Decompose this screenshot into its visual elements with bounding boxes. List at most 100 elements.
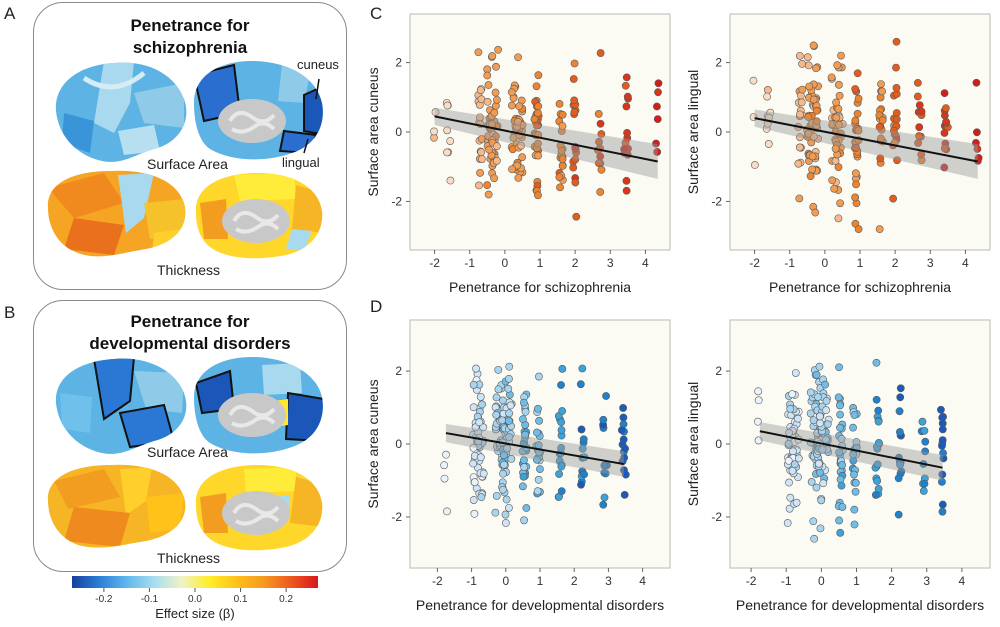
scatter-point xyxy=(599,415,608,424)
regression-line xyxy=(434,115,658,163)
scatter-point xyxy=(918,417,927,426)
scatter-point xyxy=(492,491,501,500)
scatter-point xyxy=(914,139,923,147)
scatter-point xyxy=(555,99,564,108)
scatter-point xyxy=(974,154,983,162)
scatter-point xyxy=(851,169,860,178)
scatter-point xyxy=(833,61,842,70)
brain-lateral-thickness-b xyxy=(47,464,186,548)
scatter-point xyxy=(784,439,793,448)
scatter-point xyxy=(942,117,950,126)
scatter-point xyxy=(812,64,820,73)
brain-medial-surface-a xyxy=(194,61,323,160)
scatter-point xyxy=(940,144,949,153)
scatter-point xyxy=(476,168,484,177)
y-tick-label: -2 xyxy=(391,510,402,524)
scatter-point xyxy=(816,412,824,421)
brain-box-developmental: Penetrance for developmental disorders xyxy=(33,300,347,572)
x-tick-label: -1 xyxy=(781,574,792,588)
scatter-point xyxy=(469,380,478,389)
scatter-point xyxy=(920,479,929,488)
scatter-point xyxy=(938,477,946,486)
scatter-point xyxy=(571,155,580,164)
scatter-point xyxy=(600,493,609,502)
x-tick-label: -2 xyxy=(746,574,757,588)
scatter-point xyxy=(795,194,804,203)
brain-medial-surface-b xyxy=(194,357,323,454)
scatter-point xyxy=(937,405,945,414)
scatter-point xyxy=(557,487,566,495)
scatter-point xyxy=(893,156,901,165)
brain-surfaces-schizophrenia xyxy=(47,61,323,259)
scatter-point xyxy=(443,126,452,135)
scatter-point xyxy=(518,482,527,491)
brain-lateral-thickness-a xyxy=(47,170,186,257)
scatter-point xyxy=(836,401,844,410)
scatter-point xyxy=(557,146,566,155)
scatter-c-right: -2 -1 0 1 2 3 4 2 0 -2 Penetrance for schizophreni… xyxy=(685,13,991,295)
scatter-point xyxy=(505,362,514,371)
scatter-point xyxy=(513,117,522,126)
scatter-point xyxy=(796,133,804,142)
scatter-point xyxy=(938,507,947,516)
scatter-point xyxy=(519,398,528,407)
scatter-point xyxy=(851,479,860,487)
scatter-point xyxy=(620,453,629,462)
scatter-point xyxy=(835,363,843,372)
scatter-point xyxy=(921,447,930,456)
scatter-point xyxy=(939,449,947,458)
scatter-point xyxy=(809,95,818,104)
scatter-point xyxy=(654,88,662,97)
scatter-point xyxy=(878,87,886,96)
scatter-point xyxy=(814,393,822,401)
scatter-point xyxy=(819,479,828,488)
scatter-point xyxy=(854,94,863,103)
scatter-point xyxy=(809,517,818,526)
thickness-label-a: Thickness xyxy=(157,262,221,278)
scatter-point xyxy=(505,433,514,442)
regression-line xyxy=(445,432,624,466)
colorbar-title: Effect size (β) xyxy=(155,606,234,621)
scatter-point xyxy=(534,404,542,413)
scatter-point xyxy=(602,392,610,400)
scatter-point xyxy=(896,428,904,436)
scatter-point xyxy=(814,459,823,468)
scatter-point xyxy=(494,365,503,374)
scatter-point xyxy=(812,483,821,492)
scatter-point xyxy=(822,397,831,405)
scatter-point xyxy=(476,453,485,462)
scatter-point xyxy=(808,152,817,161)
scatter-point xyxy=(875,123,884,131)
scatter-point xyxy=(440,461,449,470)
scatter-point xyxy=(514,53,522,62)
scatter-point xyxy=(519,415,527,424)
scatter-point xyxy=(785,478,793,487)
x-tick-label: 1 xyxy=(537,256,544,270)
brain-box-schizophrenia: Penetrance for schizophrenia xyxy=(33,2,347,290)
scatter-point xyxy=(578,364,587,373)
scatter-point xyxy=(938,436,947,445)
scatter-point xyxy=(889,126,898,135)
scatter-point xyxy=(805,82,814,91)
scatter-point xyxy=(942,104,950,113)
scatter-point xyxy=(850,411,859,419)
scatter-point xyxy=(892,109,901,117)
scatter-point xyxy=(596,119,605,128)
scatter-point xyxy=(892,84,901,92)
scatter-point xyxy=(834,104,843,113)
x-tick-label: 2 xyxy=(571,574,578,588)
colorbar-svg: -0.2 -0.1 0.0 0.1 0.2 Effect size (β) xyxy=(72,576,318,621)
scatter-point xyxy=(483,71,492,80)
scatter-point xyxy=(594,109,603,118)
plot-area xyxy=(729,319,991,569)
scatter-point xyxy=(794,454,803,463)
scatter-point xyxy=(578,444,587,453)
scatter-point xyxy=(913,78,922,87)
scatter-point xyxy=(804,129,813,138)
brain-medial-thickness-b xyxy=(195,465,323,551)
scatter-point xyxy=(484,190,493,199)
scatter-point xyxy=(835,516,843,525)
y-tick-label: 0 xyxy=(715,125,722,139)
scatter-point xyxy=(475,418,484,427)
scatter-point xyxy=(507,454,516,463)
